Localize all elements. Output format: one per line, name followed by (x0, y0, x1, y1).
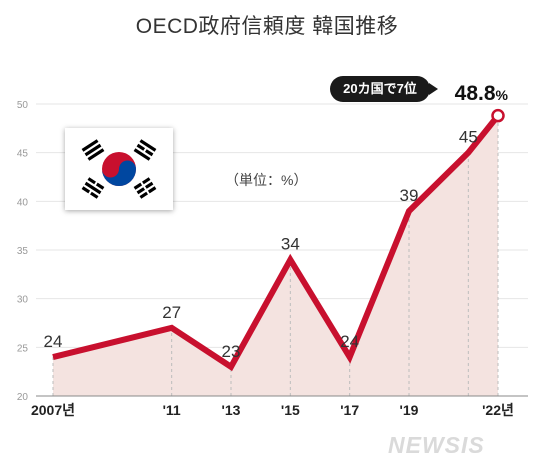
x-tick-label: '19 (400, 402, 419, 418)
y-tick-label: 25 (17, 343, 29, 354)
chart-title: OECD政府信頼度 韓国推移 (135, 15, 399, 38)
rank-badge: 20カ国で7位 (330, 76, 430, 102)
x-tick-label: '13 (222, 402, 241, 418)
x-tick-label: '11 (163, 402, 181, 418)
watermark-logo: NEWSIS (388, 432, 485, 458)
y-tick-label: 40 (17, 197, 29, 208)
x-tick-label: 2007년 (31, 402, 75, 418)
badge-arrow-icon (429, 83, 438, 95)
data-point-marker (491, 108, 505, 123)
data-label: 39 (400, 186, 419, 205)
flag-graphic (81, 139, 157, 199)
y-tick-label: 20 (17, 392, 29, 403)
data-label: 34 (281, 235, 300, 254)
south-korea-flag-icon (65, 128, 173, 210)
data-label: 48.8% (455, 82, 509, 105)
series-line (52, 113, 501, 372)
x-tick-label: '17 (340, 402, 359, 418)
y-tick-label: 35 (17, 246, 29, 257)
data-label: 45 (459, 128, 478, 147)
y-tick-label: 50 (17, 100, 29, 111)
series-area (53, 115, 498, 397)
y-tick-label: 30 (17, 295, 29, 306)
data-label: 23 (222, 342, 241, 361)
y-tick-label: 45 (17, 149, 29, 160)
data-label: 27 (162, 303, 181, 322)
x-tick-label: '22년 (482, 402, 514, 418)
x-tick-label: '15 (281, 402, 300, 418)
unit-label: （単位：%） (225, 172, 308, 188)
data-label: 24 (340, 332, 359, 351)
data-label: 24 (44, 332, 63, 351)
